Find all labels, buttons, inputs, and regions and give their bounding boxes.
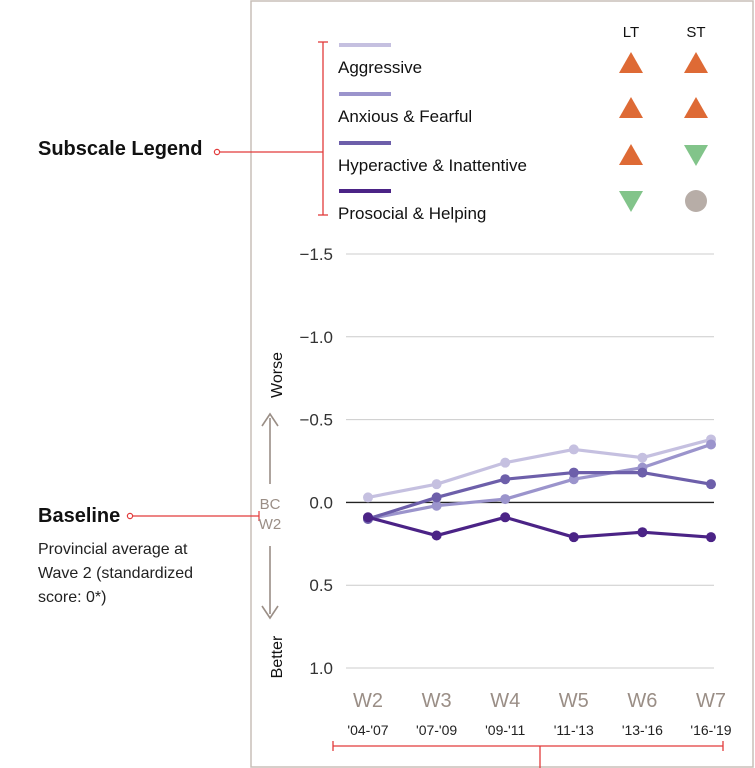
data-point	[706, 439, 716, 450]
legend-label: Prosocial & Helping	[338, 204, 486, 223]
data-point	[500, 512, 511, 523]
data-point	[363, 512, 373, 523]
x-tick-years: '13-'16	[622, 722, 663, 738]
x-tick-years: '07-'09	[416, 722, 457, 738]
legend-callout-title: Subscale Legend	[38, 138, 203, 160]
data-point	[568, 467, 579, 478]
trend-flat-icon	[685, 190, 707, 212]
baseline-desc-line-1: Provincial average at	[38, 541, 188, 558]
direction-arrow	[261, 412, 279, 620]
lt-header: LT	[623, 24, 639, 41]
x-tick-label: W7	[696, 690, 726, 712]
x-tick-years: '16-'19	[690, 722, 731, 738]
data-point	[431, 492, 442, 503]
y-tick-label: 0.0	[309, 493, 333, 512]
data-point	[568, 532, 579, 543]
series-line	[366, 437, 713, 500]
trend-up-icon	[619, 52, 643, 73]
x-tick-label: W6	[627, 690, 657, 712]
trend-up-icon	[684, 52, 708, 73]
legend-label: Aggressive	[338, 58, 422, 77]
x-range-bracket	[332, 741, 724, 768]
data-point	[706, 532, 716, 543]
series-line	[366, 515, 713, 539]
grid	[346, 253, 714, 669]
y-tick-label: −0.5	[299, 411, 333, 430]
trend-down-icon	[684, 145, 708, 166]
data-point	[568, 444, 579, 455]
legend-swatch	[339, 92, 391, 96]
series-group	[363, 434, 716, 543]
baseline-callout-connector	[126, 511, 260, 521]
data-point	[637, 467, 648, 478]
baseline-callout-title: Baseline	[38, 505, 121, 527]
better-label: Better	[269, 635, 286, 678]
worse-label: Worse	[269, 352, 286, 398]
data-point	[637, 452, 648, 463]
legend-label: Anxious & Fearful	[338, 107, 472, 126]
data-point	[500, 457, 511, 468]
data-point	[363, 492, 373, 503]
legend-swatch	[339, 141, 391, 145]
legend-swatch	[339, 43, 391, 47]
x-tick-label: W5	[559, 690, 589, 712]
baseline-callout-description: Provincial average at Wave 2 (standardiz…	[38, 538, 193, 610]
y-tick-label: −1.0	[299, 328, 333, 347]
data-point	[637, 527, 648, 538]
st-header: ST	[686, 24, 705, 41]
y-tick-label: 1.0	[309, 659, 333, 678]
trend-up-icon	[619, 144, 643, 165]
trend-up-icon	[684, 97, 708, 118]
series-line	[366, 442, 713, 521]
legend: Aggressive Anxious & Fearful Hyperactive &…	[338, 43, 527, 223]
x-tick-years: '11-'13	[554, 722, 594, 738]
baseline-marker-line1: BC	[260, 496, 281, 513]
legend-bracket	[318, 41, 328, 216]
trend-indicators	[619, 52, 708, 212]
data-point	[500, 474, 511, 485]
x-tick-label: W2	[353, 690, 383, 712]
data-point	[431, 500, 442, 511]
trend-up-icon	[619, 97, 643, 118]
x-tick-years: '04-'07	[347, 722, 388, 738]
data-point	[431, 479, 442, 490]
data-point	[500, 494, 511, 505]
y-tick-label: 0.5	[309, 576, 333, 595]
baseline-desc-line-3: score: 0*)	[38, 589, 107, 606]
series-line	[366, 470, 713, 521]
trend-down-icon	[619, 191, 643, 212]
x-axis-labels: W2 '04-'07 W3 '07-'09 W4 '09-'11 W5 '11-'13 W6 '1…	[347, 690, 731, 738]
x-tick-years: '09-'11	[485, 722, 525, 738]
x-tick-label: W3	[422, 690, 452, 712]
data-point	[431, 530, 442, 541]
legend-label: Hyperactive & Inattentive	[338, 156, 527, 175]
legend-callout-connector	[213, 148, 323, 156]
baseline-desc-line-2: Wave 2 (standardized	[38, 565, 194, 582]
chart-frame	[250, 0, 754, 768]
legend-swatch	[339, 189, 391, 193]
data-point	[706, 479, 716, 490]
y-tick-label: −1.5	[299, 245, 333, 264]
y-ticks: −1.5 −1.0 −0.5 0.0 0.5 1.0	[299, 245, 333, 678]
x-tick-label: W4	[490, 690, 520, 712]
baseline-marker-line2: W2	[259, 516, 282, 533]
